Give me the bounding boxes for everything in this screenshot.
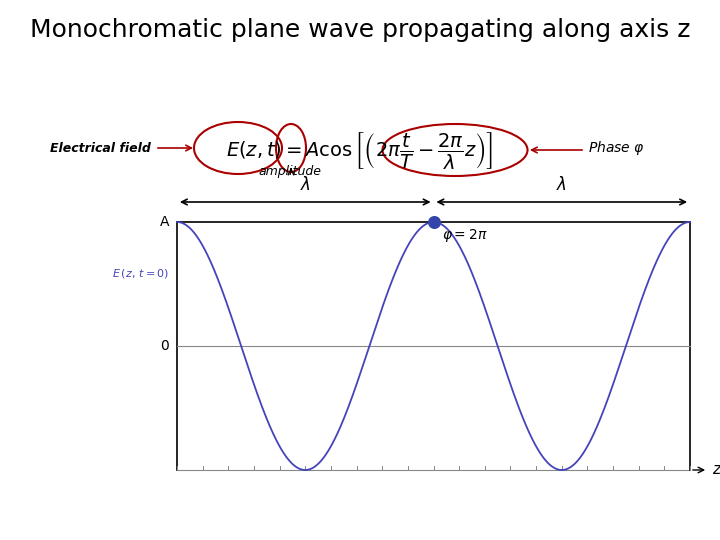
Text: Electrical field: Electrical field bbox=[50, 141, 150, 154]
Text: $\varphi=2\pi$: $\varphi=2\pi$ bbox=[441, 227, 487, 244]
Text: $\lambda$: $\lambda$ bbox=[300, 176, 310, 194]
Text: $\lambda$: $\lambda$ bbox=[557, 176, 567, 194]
Text: $E\,(z,\,t=0)$: $E\,(z,\,t=0)$ bbox=[112, 267, 169, 280]
Point bbox=[428, 218, 439, 226]
Text: Monochromatic plane wave propagating along axis z: Monochromatic plane wave propagating alo… bbox=[30, 18, 690, 42]
Text: $E(z,t)=A\cos\left[\left(2\pi\dfrac{t}{T}-\dfrac{2\pi}{\lambda}z\right)\right]$: $E(z,t)=A\cos\left[\left(2\pi\dfrac{t}{T… bbox=[226, 130, 494, 171]
Text: Phase $\varphi$: Phase $\varphi$ bbox=[588, 139, 645, 157]
Text: amplitude: amplitude bbox=[258, 165, 322, 179]
Text: A: A bbox=[160, 215, 169, 229]
Text: 0: 0 bbox=[161, 339, 169, 353]
Text: z: z bbox=[712, 462, 720, 477]
